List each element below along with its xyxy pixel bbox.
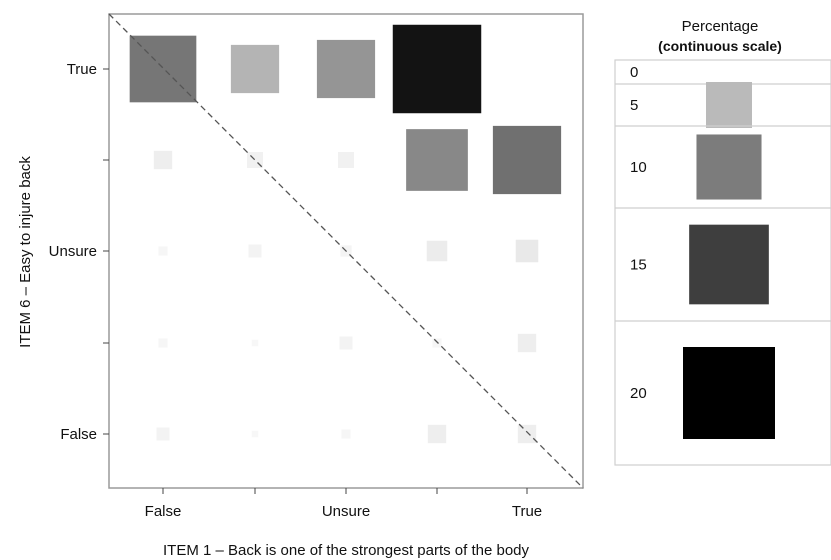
legend-swatch: [696, 134, 762, 200]
heatmap-cell: [251, 430, 259, 438]
diagonal-reference-line: [108, 13, 584, 489]
legend-swatch: [706, 82, 752, 128]
legend-label: 0: [630, 64, 638, 81]
heatmap-cell: [153, 150, 173, 170]
heatmap-cell: [427, 424, 447, 444]
diagonal-group: [108, 13, 584, 489]
heatmap-cell: [341, 429, 351, 439]
x-tick-label: Unsure: [322, 503, 370, 520]
heatmap-cell: [316, 39, 376, 99]
heatmap-cell: [158, 246, 168, 256]
legend-swatch: [683, 347, 775, 439]
ticks-group: False Unsure True False Unsure True: [49, 61, 543, 520]
legend-label: 5: [630, 97, 638, 114]
legend-label: 20: [630, 385, 647, 402]
heatmap-cell: [392, 24, 482, 114]
heatmap-cell: [248, 244, 262, 258]
legend: 0 5 10 15 20: [614, 59, 831, 466]
legend-subtitle: (continuous scale): [658, 38, 782, 54]
legend-swatch: [689, 224, 769, 305]
y-axis-title: ITEM 6 – Easy to injure back: [17, 156, 34, 348]
y-tick-label: Unsure: [49, 243, 97, 260]
heatmap-cell: [251, 339, 259, 347]
legend-title: Percentage: [682, 18, 759, 35]
cells-group: [129, 24, 562, 444]
legend-label: 10: [630, 159, 647, 176]
x-tick-label: False: [145, 503, 182, 520]
y-tick-label: False: [60, 426, 97, 443]
heatmap-cell: [129, 35, 197, 103]
x-tick-label: True: [512, 503, 542, 520]
y-tick-label: True: [67, 61, 97, 78]
heatmap-cell: [339, 336, 353, 350]
x-axis-title: ITEM 1 – Back is one of the strongest pa…: [163, 542, 530, 559]
heatmap-cell: [492, 125, 562, 195]
legend-label: 15: [630, 257, 647, 274]
heatmap-cell: [338, 152, 354, 168]
heatmap-cell: [158, 338, 168, 348]
heatmap-cell: [426, 240, 448, 262]
legend-box: [614, 59, 831, 466]
heatmap-cell: [230, 44, 280, 94]
heatmap-cell: [517, 424, 537, 444]
heatmap-cell: [517, 333, 537, 353]
heatmap-cell: [406, 129, 468, 191]
heatmap-cell: [432, 338, 442, 348]
heatmap-cell: [156, 427, 170, 441]
heatmap-cell: [515, 239, 539, 263]
